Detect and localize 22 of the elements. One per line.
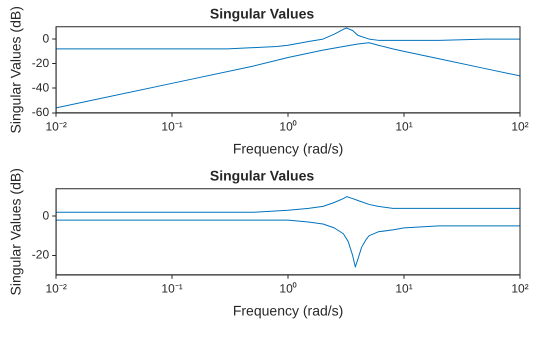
- chart-title: Singular Values: [210, 5, 314, 22]
- chart-title: Singular Values: [210, 167, 314, 184]
- y-axis-title: Singular Values (dB): [7, 6, 24, 134]
- x-tick-label: 10²: [511, 119, 529, 134]
- y-tick-label: -20: [32, 248, 50, 262]
- x-tick-label: 10⁻¹: [161, 119, 183, 134]
- x-tick-label: 10⁰: [279, 119, 297, 134]
- x-tick-label: 10⁻²: [45, 119, 67, 134]
- y-tick-label: -20: [32, 56, 50, 70]
- x-tick-label: 10²: [511, 281, 529, 296]
- x-axis-title: Frequency (rad/s): [232, 140, 344, 156]
- x-tick-label: 10⁻¹: [161, 281, 183, 296]
- y-tick-label: 0: [42, 208, 50, 222]
- y-axis-title: Singular Values (dB): [7, 168, 24, 296]
- y-tick-label: -60: [32, 105, 50, 120]
- x-tick-label: 10⁻²: [45, 281, 67, 296]
- y-tick-label: 0: [42, 31, 50, 46]
- x-axis-title: Frequency (rad/s): [232, 302, 344, 318]
- x-tick-label: 10⁰: [279, 281, 297, 296]
- x-tick-label: 10¹: [395, 119, 413, 134]
- x-tick-label: 10¹: [395, 281, 413, 296]
- y-tick-label: -40: [32, 80, 50, 95]
